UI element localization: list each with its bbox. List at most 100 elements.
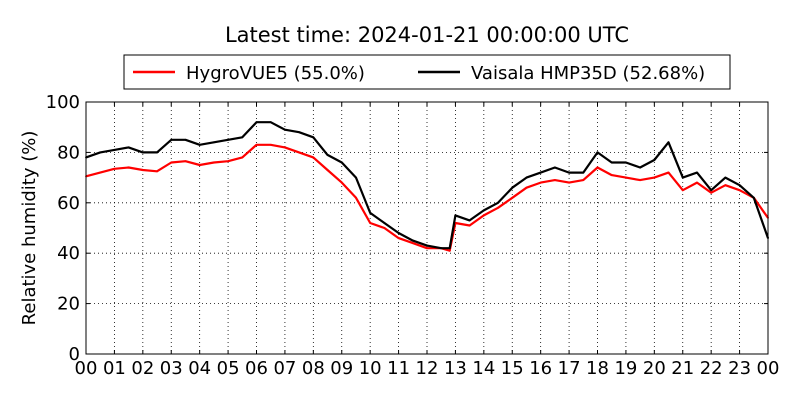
- data-point-hygrovue5: [113, 167, 116, 170]
- x-tick-label: 06: [245, 358, 268, 379]
- x-tick-label: 18: [586, 358, 609, 379]
- data-point-hygrovue5: [383, 227, 386, 229]
- data-point-hmp35d: [426, 244, 428, 247]
- x-tick-label: 14: [472, 358, 495, 379]
- data-point-hygrovue5: [539, 181, 542, 184]
- data-point-hygrovue5: [312, 156, 315, 159]
- data-point-hmp35d: [752, 196, 755, 199]
- data-point-hmp35d: [448, 247, 451, 250]
- data-point-hmp35d: [681, 176, 684, 179]
- x-tick-label: 20: [643, 358, 666, 379]
- data-point-hmp35d: [113, 148, 116, 151]
- x-tick-label: 05: [217, 358, 240, 379]
- x-tick-label: 12: [416, 358, 439, 379]
- series-line-hygrovue5: [85, 143, 769, 252]
- data-point-hmp35d: [340, 161, 343, 164]
- grid: [86, 102, 768, 354]
- series-line-hmp35d: [85, 121, 770, 250]
- data-point-hmp35d: [482, 209, 485, 212]
- x-tick-label: 03: [160, 358, 183, 379]
- data-point-hygrovue5: [625, 176, 627, 179]
- x-tick-label: 00: [75, 358, 98, 379]
- y-tick-label: 60: [57, 193, 80, 214]
- data-point-hygrovue5: [448, 249, 451, 252]
- data-point-hmp35d: [610, 161, 613, 164]
- data-point-hygrovue5: [284, 146, 286, 149]
- data-point-hmp35d: [411, 239, 414, 242]
- data-point-hygrovue5: [255, 143, 258, 146]
- data-point-hmp35d: [653, 159, 656, 161]
- data-point-hmp35d: [582, 171, 585, 174]
- y-axis-label: Relative humidity (%): [19, 131, 40, 326]
- data-point-hygrovue5: [710, 191, 713, 194]
- data-point-hygrovue5: [99, 171, 102, 174]
- data-point-hmp35d: [454, 214, 457, 217]
- data-point-hmp35d: [369, 211, 372, 214]
- data-point-hygrovue5: [525, 186, 528, 189]
- data-point-hygrovue5: [184, 160, 187, 163]
- data-point-hmp35d: [241, 136, 244, 139]
- data-point-hygrovue5: [653, 176, 656, 179]
- data-point-hmp35d: [596, 151, 599, 154]
- data-point-hmp35d: [212, 141, 215, 144]
- x-tick-labels: 00 01 02 03 04 05 06 07 08 09 10 11 12 13 14 15 16 17 18 19…: [75, 358, 780, 379]
- data-point-hygrovue5: [340, 181, 343, 184]
- data-point-hygrovue5: [355, 196, 357, 199]
- data-point-hygrovue5: [369, 222, 372, 224]
- data-point-hmp35d: [738, 184, 741, 187]
- data-point-hmp35d: [255, 121, 258, 124]
- data-point-hmp35d: [184, 138, 187, 141]
- data-point-hygrovue5: [212, 161, 215, 164]
- ticks: [85, 101, 769, 355]
- data-point-hygrovue5: [482, 214, 485, 217]
- data-point-hmp35d: [397, 232, 400, 234]
- y-tick-label: 100: [46, 92, 80, 113]
- data-point-hygrovue5: [497, 206, 499, 209]
- y-tick-label: 40: [57, 243, 80, 264]
- data-point-hygrovue5: [568, 181, 570, 184]
- data-point-hmp35d: [170, 138, 173, 141]
- data-point-hygrovue5: [170, 161, 173, 164]
- data-point-hygrovue5: [326, 169, 329, 171]
- data-point-hmp35d: [141, 151, 144, 154]
- x-tick-label: 10: [359, 358, 382, 379]
- data-point-hmp35d: [525, 176, 528, 179]
- x-tick-label: 07: [273, 358, 296, 379]
- data-point-hmp35d: [539, 171, 542, 174]
- data-point-hygrovue5: [596, 166, 599, 169]
- data-point-hygrovue5: [681, 189, 684, 192]
- data-point-hygrovue5: [738, 189, 741, 192]
- data-point-hygrovue5: [639, 179, 642, 182]
- data-point-hygrovue5: [724, 184, 727, 187]
- data-point-hygrovue5: [156, 170, 158, 173]
- x-tick-label: 16: [529, 358, 552, 379]
- data-point-hmp35d: [227, 138, 229, 141]
- data-point-hygrovue5: [582, 179, 585, 182]
- data-point-hygrovue5: [610, 174, 613, 176]
- data-point-hygrovue5: [141, 169, 144, 171]
- data-point-hmp35d: [468, 219, 471, 222]
- data-point-hmp35d: [497, 201, 499, 204]
- x-tick-label: 09: [330, 358, 353, 379]
- data-point-hygrovue5: [411, 242, 414, 245]
- x-tick-label: 15: [501, 358, 524, 379]
- data-point-hygrovue5: [511, 196, 514, 199]
- data-point-hmp35d: [696, 171, 698, 174]
- legend: HygroVUE5 (55.0%) Vaisala HMP35D (52.68%…: [123, 54, 731, 90]
- x-tick-label: 01: [103, 358, 126, 379]
- x-tick-label: 02: [131, 358, 154, 379]
- data-point-hygrovue5: [553, 179, 556, 182]
- data-point-hmp35d: [312, 136, 315, 139]
- data-point-hmp35d: [269, 121, 272, 124]
- data-point-hmp35d: [667, 141, 670, 144]
- x-tick-label: 11: [387, 358, 410, 379]
- x-tick-label: 19: [614, 358, 637, 379]
- data-point-hmp35d: [710, 189, 713, 192]
- data-point-hygrovue5: [198, 164, 201, 166]
- data-point-hygrovue5: [127, 166, 130, 169]
- data-point-hygrovue5: [468, 224, 471, 227]
- x-tick-label: 22: [700, 358, 723, 379]
- x-tick-label: 00: [757, 358, 780, 379]
- chart-title: Latest time: 2024-01-21 00:00:00 UTC: [225, 23, 629, 47]
